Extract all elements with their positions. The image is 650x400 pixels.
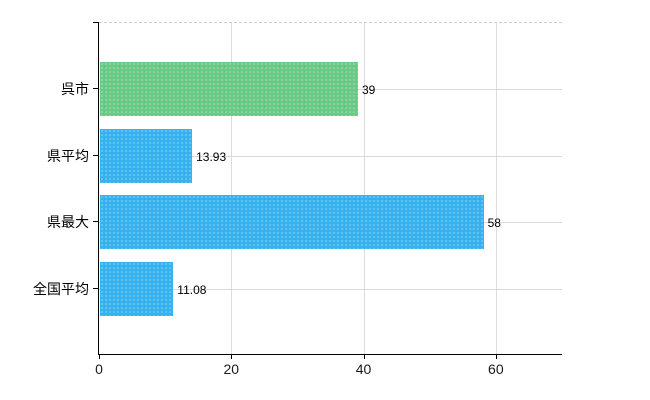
x-axis-tick (231, 354, 233, 359)
category-label: 県最大 (47, 214, 89, 231)
category-label: 全国平均 (33, 280, 89, 297)
vertical-gridline (363, 23, 365, 354)
x-axis-tick (99, 354, 100, 359)
bar (100, 195, 484, 250)
x-axis-tick-label: 40 (355, 361, 372, 377)
y-axis-tick (93, 154, 99, 156)
y-axis-line (98, 22, 99, 354)
category-label: 県平均 (47, 147, 89, 164)
y-axis-top-tick (93, 22, 99, 23)
category-label: 呉市 (61, 81, 89, 98)
horizontal-gridline (99, 288, 562, 290)
x-axis-tick-label: 20 (223, 361, 240, 377)
y-axis-tick (93, 88, 99, 90)
y-axis-tick (93, 221, 99, 223)
bar-value-label: 58 (487, 216, 501, 231)
x-axis-line (98, 354, 562, 355)
x-axis-tick (495, 354, 497, 359)
bar-value-label: 11.08 (177, 282, 207, 297)
x-axis-tick-label: 60 (488, 361, 504, 377)
vertical-gridline (231, 23, 233, 354)
bar-value-label: 13.93 (196, 149, 227, 164)
bar-value-label: 39 (361, 83, 376, 98)
bar (100, 261, 174, 316)
plot-area: 39 13.93 58 11.08 (99, 22, 562, 354)
x-axis-tick (363, 354, 365, 359)
bar (100, 128, 193, 183)
bar (100, 62, 358, 117)
horizontal-gridline (99, 155, 562, 157)
x-axis-tick-label: 0 (95, 361, 103, 377)
vertical-gridline (495, 23, 497, 354)
y-axis-tick (93, 287, 99, 289)
